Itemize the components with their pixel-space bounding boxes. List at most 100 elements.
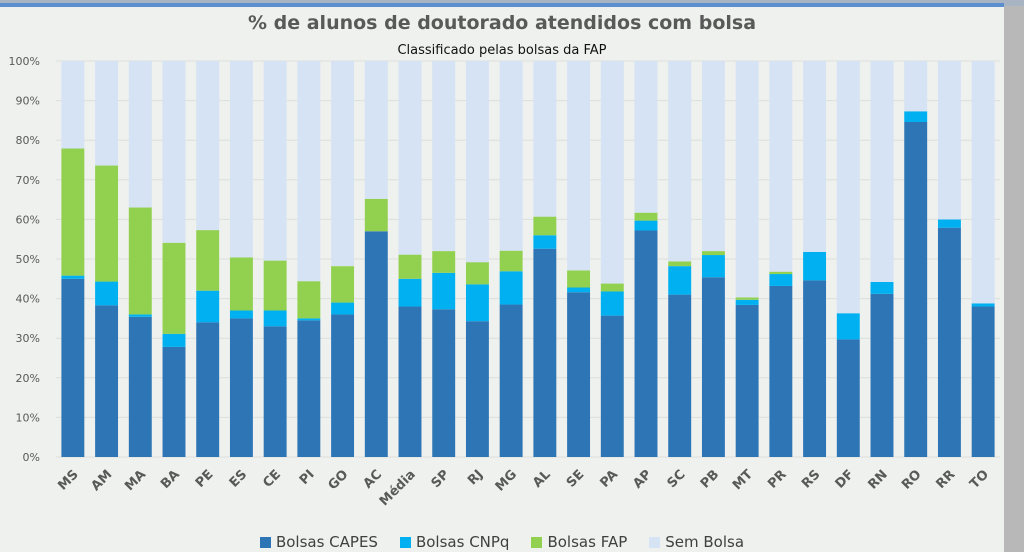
- bar-segment-bolsas-capes-df: [836, 339, 860, 457]
- y-tick-label: 70%: [16, 174, 40, 187]
- bar-segment-sem-bolsa-sc: [668, 61, 692, 262]
- bar-segment-bolsas-fap-go: [331, 266, 355, 303]
- legend-item-capes: Bolsas CAPES: [259, 533, 378, 551]
- x-tick-label: AL: [530, 467, 554, 491]
- bar-segment-bolsas-cnpq-pb: [701, 255, 725, 278]
- bar-segment-bolsas-cnpq-pe: [196, 290, 220, 323]
- bar-segment-bolsas-fap-ms: [61, 148, 85, 276]
- legend-label-sem-bolsa: Sem Bolsa: [665, 533, 745, 551]
- legend-item-sem-bolsa: Sem Bolsa: [649, 533, 744, 551]
- bar-segment-bolsas-fap-am: [95, 165, 119, 282]
- bar-segment-sem-bolsa-pi: [297, 61, 321, 282]
- bar-segment-bolsas-capes-ms: [61, 278, 85, 457]
- bar-segment-bolsas-cnpq-pr: [769, 274, 793, 286]
- bar-segment-bolsas-fap-ba: [162, 242, 186, 334]
- x-tick-label: SP: [429, 467, 453, 491]
- bar-segment-bolsas-cnpq-sp: [432, 272, 456, 310]
- bar-segment-sem-bolsa-pr: [769, 61, 793, 272]
- bar-segment-bolsas-fap-ap: [634, 212, 658, 221]
- bar-segment-bolsas-capes-pb: [701, 277, 725, 457]
- legend-swatch-sem-bolsa: [649, 536, 661, 548]
- bar-segment-bolsas-cnpq-rj: [465, 284, 489, 322]
- bar-segment-bolsas-capes-rr: [937, 227, 961, 457]
- bar-segment-sem-bolsa-ms: [61, 61, 85, 149]
- bar-segment-bolsas-cnpq-ba: [162, 333, 186, 347]
- bar-segment-bolsas-fap-mt: [735, 297, 759, 300]
- x-tick-label: RO: [899, 467, 925, 493]
- x-tick-label: BA: [158, 467, 183, 492]
- x-tick-label: TO: [967, 467, 992, 492]
- legend-label-fap: Bolsas FAP: [547, 533, 628, 551]
- y-tick-label: 30%: [16, 332, 40, 345]
- bar-segment-bolsas-fap-es: [229, 257, 253, 311]
- bar-segment-sem-bolsa-rn: [870, 61, 894, 282]
- bar-segment-bolsas-capes-rj: [465, 321, 489, 457]
- y-axis: 0% 10% 20% 30% 40% 50% 60% 70% 80% 90% 100%: [9, 55, 40, 464]
- x-tick-label: PE: [193, 467, 217, 491]
- bar-segment-bolsas-capes-al: [533, 248, 557, 457]
- legend-label-cnpq: Bolsas CNPq: [415, 533, 510, 551]
- bar-segment-bolsas-capes-to: [971, 306, 995, 457]
- bar-segment-bolsas-capes-ro: [904, 121, 928, 457]
- bar-segment-bolsas-capes-pr: [769, 285, 793, 457]
- bar-segment-bolsas-fap-ac: [364, 198, 388, 232]
- bar-segment-bolsas-capes-ap: [634, 230, 658, 457]
- window-right-edge: [1004, 7, 1024, 552]
- bar-segment-bolsas-capes-média: [398, 306, 422, 457]
- bar-segment-bolsas-cnpq-ms: [61, 275, 85, 279]
- bar-segment-bolsas-capes-sc: [668, 294, 692, 457]
- bar-segment-bolsas-fap-rj: [465, 262, 489, 285]
- bar-segment-sem-bolsa-es: [229, 61, 253, 258]
- bar-segment-bolsas-fap-al: [533, 216, 557, 236]
- bar-segment-bolsas-capes-pi: [297, 320, 321, 457]
- bar-segment-bolsas-cnpq-mg: [499, 271, 523, 305]
- bar-segment-bolsas-cnpq-to: [971, 303, 995, 307]
- legend-item-cnpq: Bolsas CNPq: [399, 533, 510, 551]
- bar-segment-sem-bolsa-ce: [263, 61, 287, 261]
- x-tick-label: RS: [799, 467, 823, 491]
- x-tick-label: AC: [361, 467, 385, 491]
- bar-segment-bolsas-cnpq-am: [95, 281, 119, 306]
- x-tick-label: CE: [260, 467, 284, 491]
- bar-segment-sem-bolsa-pe: [196, 61, 220, 231]
- x-tick-label: MT: [730, 467, 756, 493]
- x-tick-label: AP: [630, 467, 654, 491]
- x-tick-label: MG: [493, 467, 520, 494]
- legend-item-fap: Bolsas FAP: [531, 533, 627, 551]
- bar-segment-sem-bolsa-ac: [364, 61, 388, 199]
- bar-segment-bolsas-fap-ma: [128, 207, 152, 315]
- bar-segment-sem-bolsa-mt: [735, 61, 759, 298]
- bar-segment-bolsas-capes-am: [95, 305, 119, 457]
- bar-segment-sem-bolsa-am: [95, 61, 119, 166]
- bar-segment-bolsas-cnpq-pa: [600, 291, 624, 316]
- legend-swatch-cnpq: [399, 536, 411, 548]
- bar-segment-bolsas-capes-mt: [735, 304, 759, 457]
- x-tick-label: ES: [227, 467, 251, 491]
- bar-segment-bolsas-capes-ce: [263, 326, 287, 457]
- bar-segment-bolsas-fap-se: [567, 270, 591, 288]
- bar-segment-sem-bolsa-ap: [634, 61, 658, 213]
- bar-segment-bolsas-cnpq-sc: [668, 266, 692, 295]
- bar-segment-bolsas-cnpq-ce: [263, 310, 287, 327]
- bar-segment-bolsas-capes-ac: [364, 231, 388, 457]
- bar-segment-bolsas-cnpq-al: [533, 235, 557, 249]
- x-tick-label: PA: [597, 467, 621, 491]
- bar-segment-bolsas-cnpq-ap: [634, 220, 658, 231]
- x-tick-label: RJ: [465, 467, 486, 488]
- bar-segment-sem-bolsa-rs: [803, 61, 827, 252]
- bar-segment-sem-bolsa-al: [533, 61, 557, 217]
- bar-segment-bolsas-fap-pa: [600, 283, 624, 292]
- bar-segment-bolsas-capes-rs: [803, 280, 827, 457]
- x-tick-label: MS: [55, 467, 81, 493]
- bar-segment-bolsas-fap-sp: [432, 251, 456, 273]
- bar-segment-bolsas-fap-pb: [701, 251, 725, 256]
- bar-segment-bolsas-fap-média: [398, 254, 422, 279]
- x-tick-label: SC: [665, 467, 689, 491]
- bar-segment-bolsas-cnpq-ro: [904, 111, 928, 122]
- bar-segment-bolsas-fap-pr: [769, 271, 793, 275]
- bar-segment-bolsas-cnpq-ma: [128, 314, 152, 317]
- y-tick-label: 80%: [16, 134, 40, 147]
- x-tick-label: PR: [765, 467, 789, 491]
- x-tick-label: DF: [833, 467, 858, 492]
- bar-segment-sem-bolsa-ma: [128, 61, 152, 208]
